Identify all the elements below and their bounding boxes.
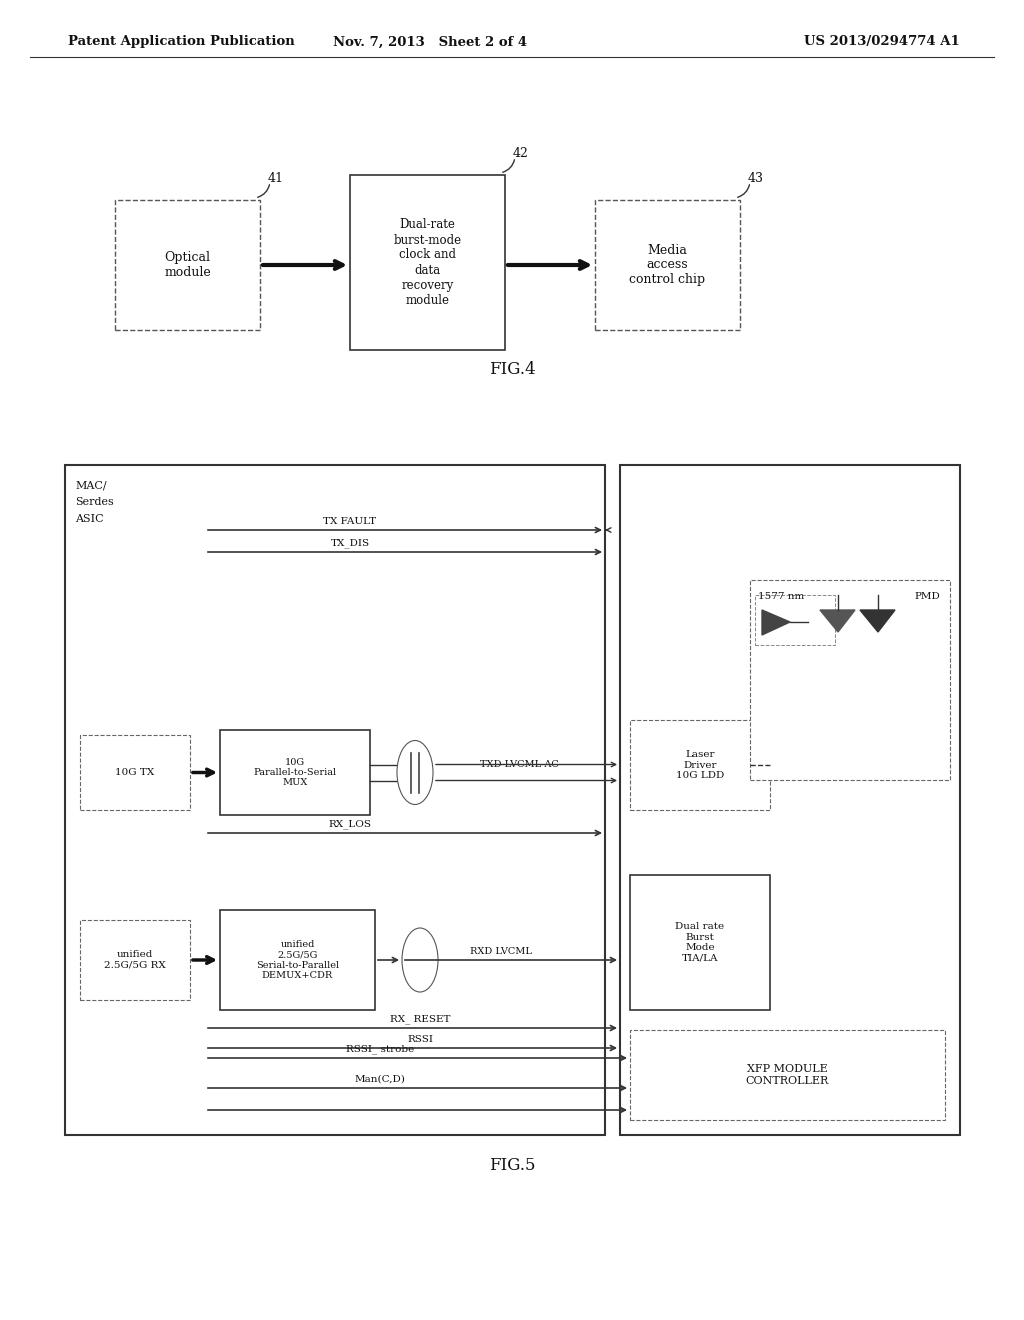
Bar	[80, 920, 190, 1001]
Bar	[750, 579, 950, 780]
Text: RSSI: RSSI	[407, 1035, 433, 1044]
Text: FIG.5: FIG.5	[488, 1156, 536, 1173]
Ellipse shape	[397, 741, 433, 804]
Text: 41: 41	[268, 172, 284, 185]
Text: FIG.4: FIG.4	[488, 362, 536, 379]
Bar	[220, 730, 370, 814]
Bar	[220, 909, 375, 1010]
Polygon shape	[820, 610, 855, 632]
Text: 1577 nm: 1577 nm	[758, 591, 804, 601]
Text: unified
2.5G/5G
Serial-to-Parallel
DEMUX+CDR: unified 2.5G/5G Serial-to-Parallel DEMUX…	[256, 940, 339, 979]
Text: Nov. 7, 2013   Sheet 2 of 4: Nov. 7, 2013 Sheet 2 of 4	[333, 36, 527, 49]
Bar	[115, 201, 260, 330]
Text: RSSI_ strobe: RSSI_ strobe	[346, 1044, 414, 1053]
Text: Dual rate
Burst
Mode
TIA/LA: Dual rate Burst Mode TIA/LA	[676, 923, 725, 962]
Bar	[755, 595, 835, 645]
Bar	[630, 1030, 945, 1119]
Text: TX_DIS: TX_DIS	[331, 539, 370, 548]
Ellipse shape	[402, 928, 438, 993]
Polygon shape	[762, 610, 790, 635]
Text: Optical
module: Optical module	[164, 251, 211, 279]
Bar	[350, 176, 505, 350]
Text: ASIC: ASIC	[75, 513, 103, 524]
Text: RX_LOS: RX_LOS	[329, 820, 372, 829]
Polygon shape	[860, 610, 895, 632]
Bar	[630, 875, 770, 1010]
Text: 42: 42	[513, 147, 528, 160]
Bar	[80, 735, 190, 810]
Bar	[65, 465, 605, 1135]
Text: Dual-rate
burst-mode
clock and
data
recovery
module: Dual-rate burst-mode clock and data reco…	[393, 219, 462, 306]
Text: US 2013/0294774 A1: US 2013/0294774 A1	[804, 36, 961, 49]
Bar	[595, 201, 740, 330]
Text: Man(C,D): Man(C,D)	[354, 1074, 406, 1084]
Text: RXD LVCML: RXD LVCML	[470, 948, 532, 957]
Text: Media
access
control chip: Media access control chip	[630, 243, 706, 286]
Text: Serdes: Serdes	[75, 498, 114, 507]
Text: 43: 43	[748, 172, 764, 185]
Text: 10G
Parallel-to-Serial
MUX: 10G Parallel-to-Serial MUX	[253, 758, 337, 788]
Text: 10G TX: 10G TX	[116, 768, 155, 777]
Text: TXD LVCML AC: TXD LVCML AC	[480, 760, 559, 770]
Text: unified
2.5G/5G RX: unified 2.5G/5G RX	[104, 950, 166, 970]
Bar	[620, 465, 961, 1135]
Text: Patent Application Publication: Patent Application Publication	[68, 36, 295, 49]
Text: Laser
Driver
10G LDD: Laser Driver 10G LDD	[676, 750, 724, 780]
Text: XFP MODULE
CONTROLLER: XFP MODULE CONTROLLER	[745, 1064, 829, 1086]
Text: RX_ RESET: RX_ RESET	[390, 1014, 451, 1024]
Bar	[630, 719, 770, 810]
Text: MAC/: MAC/	[75, 480, 106, 490]
Text: TX FAULT: TX FAULT	[324, 517, 377, 525]
Text: PMD: PMD	[914, 591, 940, 601]
